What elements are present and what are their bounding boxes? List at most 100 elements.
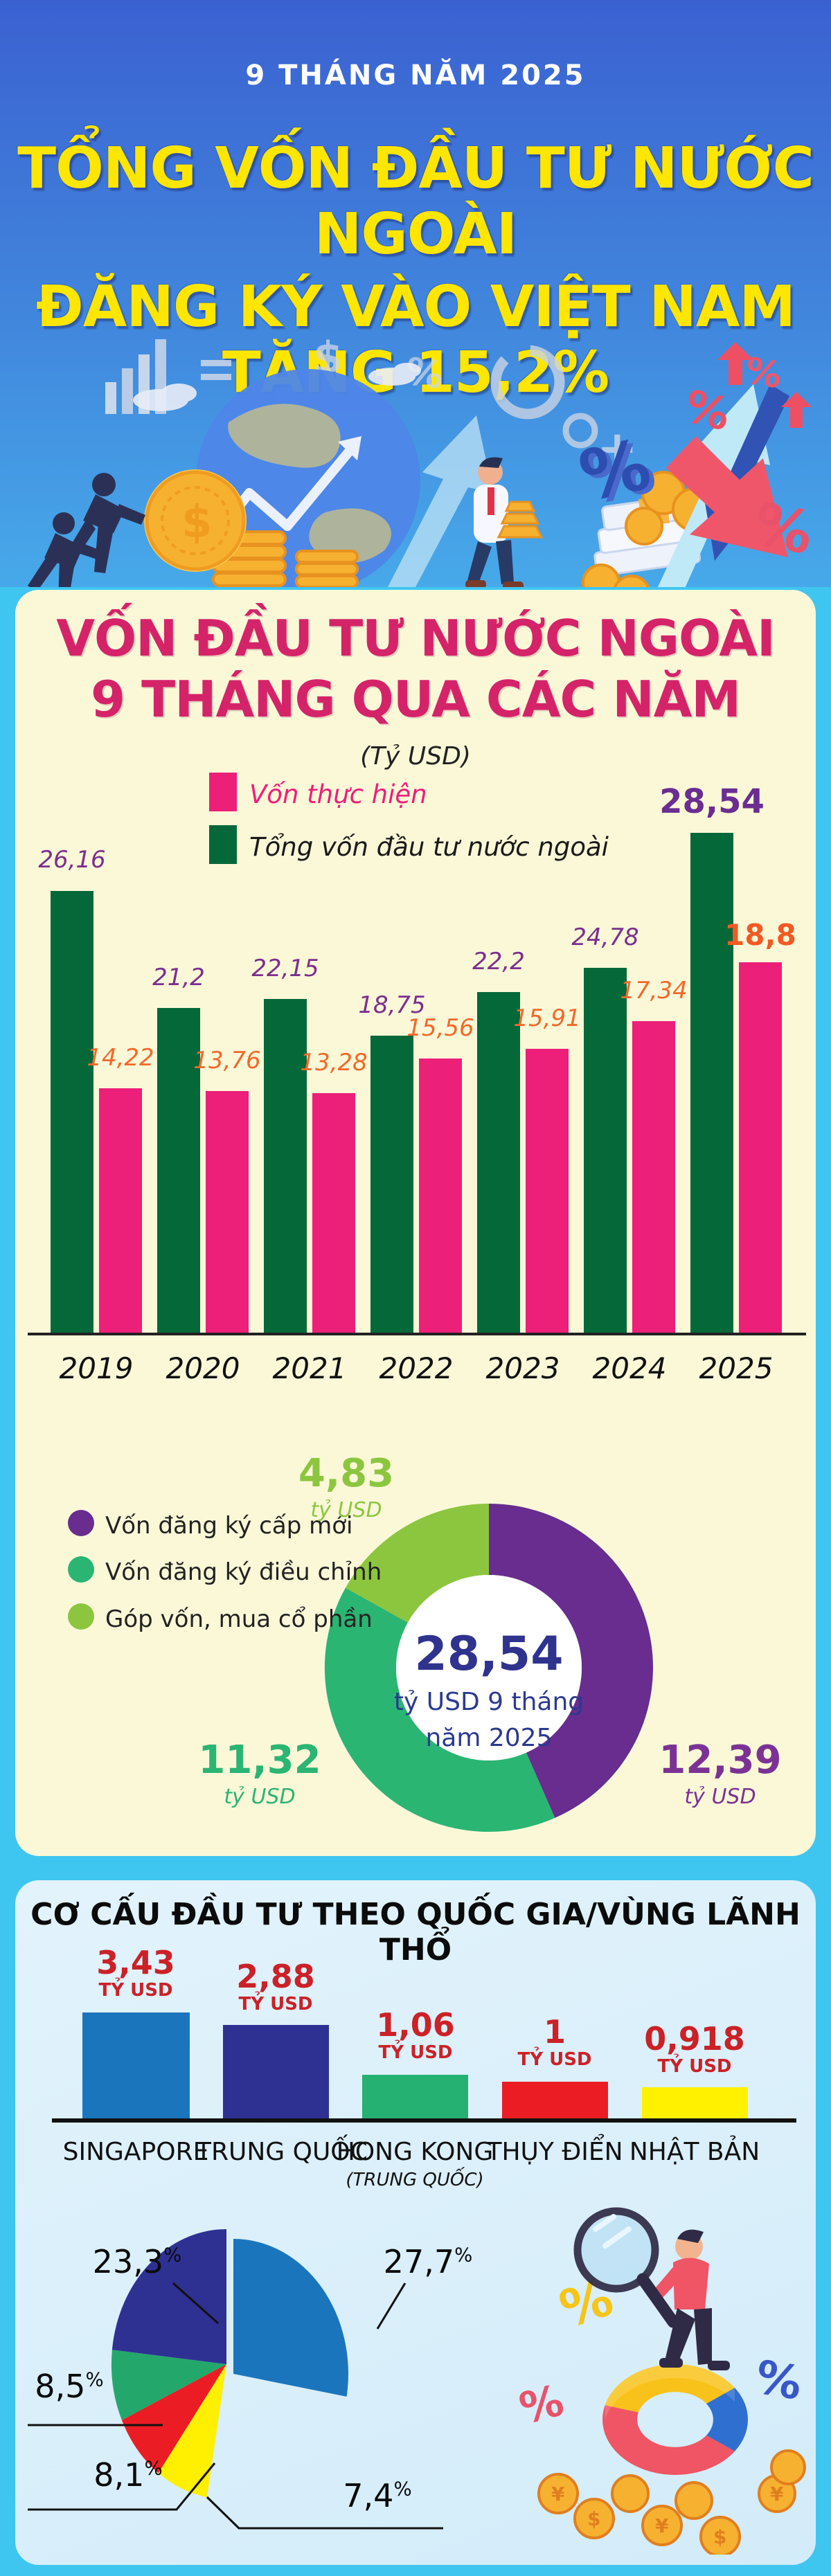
- page-title-line2: ĐĂNG KÝ VÀO VIỆT NAM TĂNG 15,2%: [36, 274, 796, 406]
- x-axis-countries: [52, 2118, 796, 2123]
- pie-label-7-4: 7,4%: [315, 2477, 440, 2514]
- legend-label-tong-von: Tổng vốn đầu tư nước ngoài: [249, 832, 609, 862]
- bar-realized-2019: [99, 1088, 142, 1334]
- card1-title-line2: 9 THÁNG QUA CÁC NĂM: [90, 670, 741, 728]
- pie-label-8-1: 8,1%: [66, 2456, 190, 2494]
- pie-label-7-4-value: 7,4: [343, 2477, 394, 2514]
- year-label-2019: 2019: [59, 1351, 134, 1385]
- country-label-thuy-dien: THỤY ĐIỂN: [486, 2138, 623, 2166]
- header-kicker: 9 THÁNG NĂM 2025: [245, 60, 586, 91]
- legend-swatch-tong-von: [209, 825, 237, 864]
- donut-legend-label-gop-von: Góp vốn, mua cổ phần: [105, 1605, 373, 1633]
- value-total-2020: 21,2: [152, 964, 205, 991]
- unit-nhat-ban: TỶ USD: [657, 2056, 732, 2077]
- bar-total-2022: [370, 1036, 413, 1334]
- card1-unit-note: (Tỷ USD): [360, 742, 471, 771]
- country-share-pie: [111, 2229, 348, 2498]
- coin-dollar-glyph3: $: [713, 2525, 726, 2548]
- bar-chart-icon: [105, 339, 231, 414]
- bar-trung-quoc: [223, 2025, 329, 2118]
- value-total-2023: 22,2: [472, 948, 525, 975]
- donut-legend-dot-dieu-chinh: [68, 1556, 94, 1583]
- person-with-magnifier: [573, 2207, 730, 2370]
- value-nhat-ban: 0,918: [644, 2020, 745, 2057]
- country-label-nhat-ban: NHẬT BẢN: [629, 2138, 760, 2166]
- bar-realized-2025: [739, 962, 782, 1334]
- bar-singapore: [82, 2012, 190, 2118]
- pie-label-23-3-unit: %: [163, 2243, 182, 2267]
- year-label-2020: 2020: [166, 1351, 240, 1385]
- country-note-hong-kong: (TRUNG QUỐC): [346, 2170, 484, 2190]
- donut-chart: [324, 1504, 654, 1832]
- pie-label-27-7: 27,7%: [366, 2243, 490, 2280]
- donut-slice-dieu-chinh: [324, 1587, 555, 1832]
- big-coin-illustration: $: [144, 469, 247, 572]
- donut-slice-gop-von: [345, 1504, 489, 1623]
- value-total-2024: 24,78: [571, 924, 639, 951]
- value-total-2025: 28,54: [659, 782, 765, 821]
- pie-label-8-1-unit: %: [144, 2456, 163, 2480]
- bar-realized-2024: [632, 1021, 675, 1334]
- value-realized-2021: 13,28: [300, 1049, 368, 1077]
- percent-3d-shadow: %: [578, 427, 662, 521]
- red-down-arrow: [666, 436, 788, 557]
- unit-trung-quoc: TỶ USD: [238, 1994, 313, 2015]
- value-hong-kong: 1,06: [376, 2006, 455, 2044]
- pie-label-8-1-value: 8,1: [93, 2456, 145, 2494]
- donut-center-value: 28,54: [414, 1627, 564, 1682]
- pie-label-27-7-unit: %: [454, 2243, 473, 2267]
- percent-red-icon2: %: [515, 2375, 569, 2434]
- ground-ring: [602, 2364, 749, 2475]
- pie-label-8-5-value: 8,5: [35, 2368, 86, 2405]
- value-singapore: 3,43: [96, 1944, 175, 1981]
- pie-label-23-3: 23,3%: [75, 2243, 199, 2280]
- hero-illustration: $ % +: [28, 332, 819, 587]
- value-trung-quoc: 2,88: [236, 1958, 315, 1995]
- card1-title-line1: VỐN ĐẦU TƯ NƯỚC NGOÀI: [56, 609, 776, 667]
- bar-total-2023: [477, 992, 520, 1334]
- pie-slice-7-4: [158, 2364, 226, 2498]
- card2-title: CƠ CẤU ĐẦU TƯ THEO QUỐC GIA/VÙNG LÃNH TH…: [30, 1897, 801, 1967]
- pie-slice-8-1: [121, 2364, 226, 2474]
- donut-legend-label-dieu-chinh: Vốn đăng ký điều chỉnh: [105, 1558, 382, 1586]
- value-thuy-dien: 1: [543, 2013, 566, 2051]
- magnifier-illustration: % % %: [515, 2207, 806, 2555]
- percent-3d-icon: %: [573, 424, 657, 517]
- value-total-2019: 26,16: [38, 846, 106, 874]
- country-label-hong-kong: HONG KONG: [336, 2138, 494, 2166]
- pie-slice-23-3: [111, 2229, 226, 2364]
- businessmen-pushing: [28, 473, 145, 587]
- value-realized-2020: 13,76: [193, 1047, 261, 1074]
- donut-legend-label-cap-moi: Vốn đăng ký cấp mới: [105, 1512, 353, 1540]
- callout-gop-von-unit: tỷ USD: [310, 1498, 382, 1522]
- unit-thuy-dien: TỶ USD: [517, 2049, 592, 2070]
- man-carrying-gold: [465, 457, 544, 587]
- bar-total-2025: [690, 833, 733, 1334]
- callout-cap-moi-unit: tỷ USD: [684, 1785, 756, 1809]
- bar-total-2024: [584, 968, 627, 1334]
- bar-realized-2022: [419, 1059, 462, 1334]
- donut-center-sub2: năm 2025: [425, 1724, 553, 1752]
- cloud-icon: [133, 363, 421, 411]
- bar-nhat-ban: [642, 2087, 748, 2118]
- bar-realized-2020: [206, 1091, 249, 1334]
- pie-label-8-5: 8,5%: [14, 2368, 125, 2405]
- bar-realized-2021: [312, 1093, 355, 1334]
- bar-realized-2023: [526, 1049, 569, 1334]
- country-label-trung-quoc: TRUNG QUỐC: [196, 2138, 368, 2166]
- bar-thuy-dien: [502, 2082, 608, 2118]
- percent-red-big: %: [748, 489, 819, 568]
- up-arrow-light: [388, 415, 493, 587]
- value-realized-2024: 17,34: [620, 977, 688, 1005]
- bar-hong-kong: [362, 2075, 468, 2118]
- coin-yen-glyph3: ¥: [770, 2483, 784, 2505]
- page-title-line1: TỔNG VỐN ĐẦU TƯ NƯỚC NGOÀI: [17, 136, 814, 267]
- callout-gop-von-value: 4,83: [298, 1451, 395, 1496]
- donut-hole: [396, 1575, 582, 1760]
- value-total-2021: 22,15: [251, 955, 319, 982]
- bar-total-2021: [264, 999, 307, 1334]
- value-total-2022: 18,75: [358, 991, 426, 1019]
- donut-slice-cap-moi: [489, 1504, 654, 1818]
- callout-dieu-chinh-unit: tỷ USD: [224, 1785, 296, 1809]
